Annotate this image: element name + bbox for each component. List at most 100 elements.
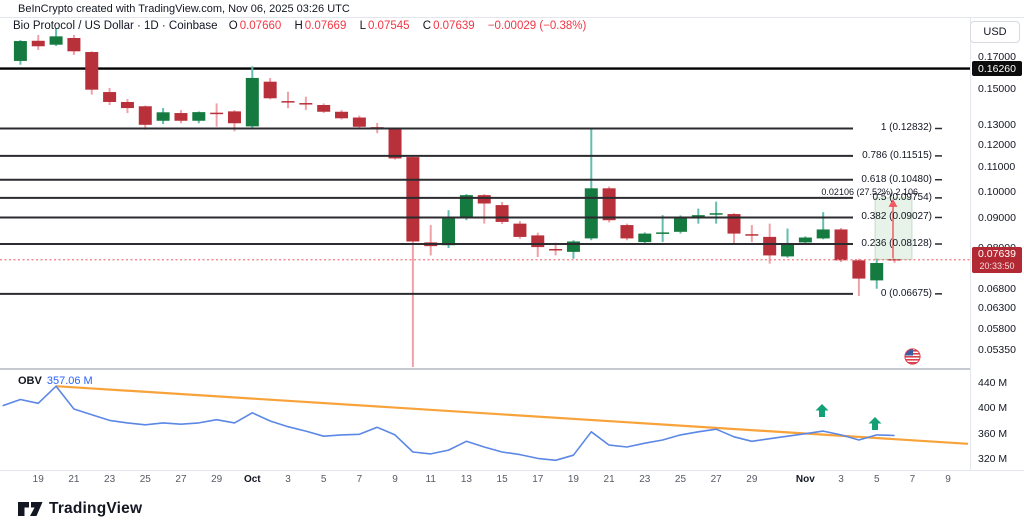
- date-label: 9: [392, 474, 398, 485]
- date-label: 3: [285, 474, 291, 485]
- price-axis-label: 0.12000: [978, 139, 1016, 152]
- date-label: 27: [710, 474, 722, 485]
- candle-body: [709, 213, 723, 215]
- date-label: 21: [603, 474, 615, 485]
- current-price-badge: 0.07639 20:33:50: [972, 246, 1022, 273]
- price-axis-label: 0.17000: [978, 51, 1016, 64]
- date-label: 23: [639, 474, 651, 485]
- ohlc-close-value: 0.07639: [433, 20, 475, 32]
- candle-body: [888, 259, 902, 261]
- fib-level-label: 0.382 (0.09027): [861, 211, 932, 223]
- obv-axis-label: 320 M: [978, 453, 1008, 465]
- candle-body: [584, 188, 598, 239]
- obv-axis-label: 360 M: [978, 427, 1008, 440]
- price-axis-label: 0.11000: [978, 161, 1016, 174]
- bar-countdown: 20:33:50: [979, 260, 1015, 271]
- change-value: −0.00029 (−0.38%): [487, 20, 587, 32]
- candle-body: [459, 195, 473, 217]
- date-label: Oct: [243, 474, 261, 485]
- obv-label: OBV: [18, 375, 42, 387]
- obv-legend: OBV 357.06 M: [18, 375, 93, 387]
- ohlc-high-label: H: [294, 20, 303, 32]
- candle-body: [299, 103, 313, 105]
- currency-selector[interactable]: USD: [970, 21, 1020, 43]
- candle-body: [227, 111, 241, 124]
- candle-body: [138, 106, 152, 125]
- ohlc-open-label: O: [228, 20, 238, 32]
- candle-body: [763, 236, 777, 256]
- date-label: 9: [945, 474, 951, 485]
- candle-body: [620, 225, 634, 239]
- candle-body: [352, 117, 366, 127]
- candle-body: [31, 40, 45, 47]
- candle-body: [406, 157, 420, 242]
- price-axis-label: 0.05800: [978, 323, 1016, 336]
- candle-body: [174, 113, 188, 121]
- candle-body: [103, 92, 117, 102]
- candle-body: [263, 81, 277, 99]
- candle-body: [513, 223, 527, 237]
- candle-body: [531, 235, 545, 248]
- date-label: 13: [460, 474, 472, 485]
- candle-body: [317, 105, 331, 112]
- candle-body: [120, 101, 134, 109]
- price-axis-label: 0.15000: [978, 83, 1016, 95]
- date-label: 23: [104, 474, 116, 485]
- candle-body: [49, 36, 63, 45]
- fib-level-label: 1 (0.12832): [880, 122, 932, 134]
- candle-body: [781, 243, 795, 257]
- candle-body: [388, 129, 402, 159]
- price-axis-label: 0.10000: [978, 185, 1016, 198]
- date-label: 21: [68, 474, 80, 485]
- candle-body: [281, 101, 295, 103]
- date-label: 29: [211, 474, 223, 485]
- tradingview-logo[interactable]: TradingView: [18, 500, 142, 518]
- obv-value: 357.06 M: [46, 375, 93, 387]
- tradingview-logo-text: TradingView: [49, 500, 143, 517]
- price-axis-label: 0.06300: [978, 302, 1016, 315]
- candle-body: [852, 260, 866, 279]
- date-label: 27: [175, 474, 187, 485]
- us-flag-icon: [904, 348, 921, 365]
- ohlc-open-value: 0.07660: [239, 20, 282, 32]
- ohlc-low-label: L: [359, 20, 366, 32]
- range-measurement-label: 0.02106 (27.52%) 2,106: [821, 186, 918, 197]
- candle-body: [566, 241, 580, 252]
- candle-body: [13, 41, 27, 61]
- price-axis-label: 0.13000: [978, 119, 1016, 132]
- date-label: Nov: [795, 474, 815, 485]
- candle-body: [210, 112, 224, 115]
- date-label: 7: [909, 474, 916, 485]
- fib-level-label: 0.5 (0.09754): [872, 191, 933, 203]
- obv-up-arrow: [815, 404, 829, 417]
- candle-body: [673, 216, 687, 232]
- symbol-legend: Bio Protocol / US Dollar · 1D · Coinbase…: [13, 20, 588, 32]
- symbol-title: Bio Protocol / US Dollar · 1D · Coinbase: [13, 20, 218, 32]
- candle-body: [85, 52, 99, 90]
- date-label: 25: [139, 474, 151, 485]
- candle-body: [870, 263, 884, 281]
- fib-level-label: 0.786 (0.11515): [862, 149, 932, 161]
- fib-level-label: 0.618 (0.10480): [861, 173, 932, 185]
- candle-body: [192, 112, 206, 121]
- fib-level-label: 0 (0.06675): [880, 287, 932, 299]
- candle-body: [691, 215, 705, 217]
- obv-axis-label: 400 M: [978, 402, 1008, 415]
- candle-body: [67, 38, 81, 52]
- date-label: 5: [320, 474, 327, 485]
- date-label: 25: [674, 474, 687, 485]
- candle-body: [156, 112, 170, 121]
- price-axis-label: 0.09000: [978, 212, 1016, 225]
- price-axis-label: 0.06800: [978, 283, 1016, 296]
- candle-body: [245, 77, 259, 127]
- price-axis-label: 0.05350: [978, 343, 1016, 356]
- obv-line: [2, 385, 895, 462]
- fib-level-label: 0.236 (0.08128): [861, 238, 932, 250]
- date-label: 5: [873, 474, 880, 485]
- date-label: 15: [496, 474, 508, 485]
- date-label: 17: [532, 474, 544, 485]
- candle-body: [335, 111, 349, 119]
- candle-body: [442, 218, 456, 246]
- candle-body: [638, 233, 652, 243]
- candle-body: [727, 214, 741, 234]
